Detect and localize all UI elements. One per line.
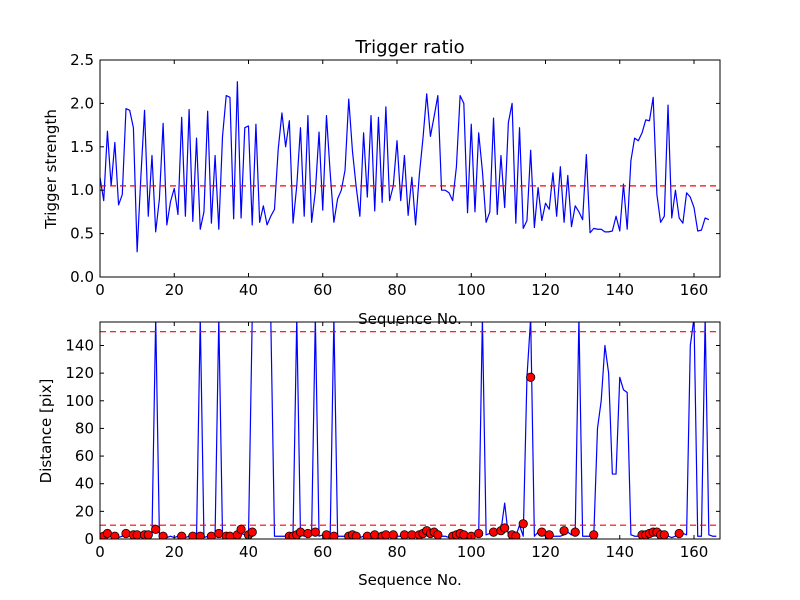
- x-tick-label: 100: [457, 281, 486, 299]
- y-tick-label: 120: [65, 364, 94, 382]
- data-marker: [474, 528, 484, 539]
- y-tick-label: 0: [84, 530, 94, 548]
- x-tick-label: 160: [680, 543, 709, 561]
- x-axis-label: Sequence No.: [358, 571, 462, 589]
- y-tick-label: 2.0: [70, 94, 94, 112]
- x-tick-label: 80: [387, 281, 406, 299]
- y-tick-label: 40: [75, 475, 94, 493]
- plot-content: [100, 322, 720, 539]
- x-tick-label: 100: [457, 543, 486, 561]
- x-tick-label: 80: [387, 543, 406, 561]
- x-tick-label: 20: [165, 543, 184, 561]
- data-marker: [459, 530, 469, 539]
- y-tick-label: 0.0: [70, 268, 94, 286]
- x-tick-label: 40: [239, 281, 258, 299]
- plot-area: 0 20 40 60 80 100 120 140 160 0 20 40 60 80 100 120 140: [65, 321, 721, 561]
- data-marker: [370, 530, 380, 539]
- plot-content: [100, 81, 720, 253]
- data-marker: [433, 530, 443, 539]
- data-marker: [329, 531, 339, 539]
- data-marker: [544, 530, 554, 539]
- data-marker: [559, 526, 569, 536]
- y-tick-label: 0.5: [70, 225, 94, 243]
- y-tick-label: 1.5: [70, 138, 94, 156]
- x-tick-label: 120: [531, 281, 560, 299]
- chart-title: Trigger ratio: [354, 37, 464, 58]
- data-marker: [121, 528, 131, 539]
- data-marker: [247, 527, 257, 537]
- data-marker: [511, 531, 521, 539]
- data-marker: [488, 527, 499, 537]
- data-marker: [110, 531, 120, 539]
- x-tick-label: 120: [531, 543, 560, 561]
- data-marker: [674, 528, 684, 539]
- y-tick-label: 1.0: [70, 181, 94, 199]
- y-axis-label: Trigger strength: [42, 109, 60, 230]
- data-marker: [321, 530, 332, 539]
- data-marker: [236, 524, 246, 534]
- data-marker: [589, 530, 599, 539]
- plot-frame: [99, 59, 721, 278]
- x-tick-label: 60: [313, 281, 332, 299]
- data-marker: [351, 531, 361, 539]
- x-tick-label: 0: [95, 543, 105, 561]
- y-tick-label: 20: [75, 502, 94, 520]
- y-tick-label: 80: [75, 419, 94, 437]
- x-axis-label: Sequence No.: [358, 310, 462, 328]
- data-marker: [158, 531, 168, 539]
- y-tick-label: 140: [65, 336, 94, 354]
- data-marker: [195, 531, 205, 539]
- data-marker: [143, 530, 153, 539]
- x-tick-label: 40: [239, 543, 258, 561]
- x-tick-label: 20: [165, 281, 184, 299]
- x-tick-label: 60: [313, 543, 332, 561]
- y-tick-label: 2.5: [70, 51, 94, 69]
- y-axis-label: Distance [pix]: [37, 379, 55, 484]
- data-marker: [659, 530, 669, 539]
- y-tick-label: 100: [65, 392, 94, 410]
- x-tick-label: 0: [95, 281, 105, 299]
- distance-chart: Sequence No. Distance [pix] 0 20 40 60 80 100…: [37, 321, 721, 589]
- data-marker: [310, 527, 320, 537]
- x-tick-label: 160: [680, 281, 709, 299]
- data-marker: [303, 528, 313, 539]
- data-marker: [526, 372, 536, 382]
- plot-frame: [99, 321, 721, 540]
- data-marker: [177, 531, 187, 539]
- y-tick-label: 60: [75, 447, 94, 465]
- data-marker: [295, 527, 306, 537]
- plot-area: 0 20 40 60 80 100 120 140 160 0.0 0.5 1.0 1.5 2.0 2.5: [70, 51, 721, 299]
- series-line: [100, 81, 710, 253]
- x-tick-label: 140: [605, 281, 634, 299]
- x-tick-label: 140: [605, 543, 634, 561]
- data-marker: [570, 527, 580, 537]
- data-marker: [151, 524, 161, 534]
- data-marker: [500, 523, 510, 533]
- data-marker: [518, 519, 528, 529]
- data-marker: [388, 530, 398, 539]
- trigger-ratio-chart: Trigger ratio Sequence No. Trigger stren…: [42, 37, 721, 328]
